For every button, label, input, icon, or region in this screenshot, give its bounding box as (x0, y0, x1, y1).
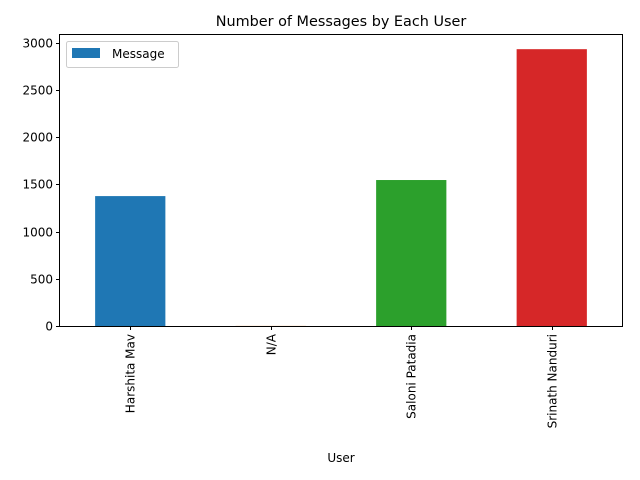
y-tick-label: 500 (30, 273, 53, 287)
bar-harshita-mav (95, 196, 166, 326)
y-tick-label: 1500 (22, 178, 53, 192)
y-tick-label: 0 (45, 320, 53, 334)
y-tick-label: 2500 (22, 84, 53, 98)
x-tick-label: Srinath Nanduri (546, 334, 560, 428)
y-tick-label: 3000 (22, 37, 53, 51)
x-axis: Harshita Mav N/A Saloni Patadia Srinath Nan… (124, 326, 560, 428)
legend-swatch (72, 48, 100, 58)
y-tick-label: 1000 (22, 226, 53, 240)
x-axis-label: User (327, 451, 354, 465)
bars-group (95, 49, 587, 326)
legend-label: Message (112, 47, 165, 61)
y-axis: 0 500 1000 1500 2000 2500 3000 (22, 37, 60, 334)
x-tick-label: Saloni Patadia (405, 334, 419, 419)
legend: Message (66, 41, 179, 68)
bar-saloni-patadia (376, 180, 447, 326)
x-tick-label: N/A (265, 333, 279, 355)
chart-title: Number of Messages by Each User (216, 14, 467, 30)
x-tick-label: Harshita Mav (124, 334, 138, 413)
bar-srinath-nanduri (516, 49, 587, 326)
y-tick-label: 2000 (22, 131, 53, 145)
plot-frame (59, 34, 623, 327)
